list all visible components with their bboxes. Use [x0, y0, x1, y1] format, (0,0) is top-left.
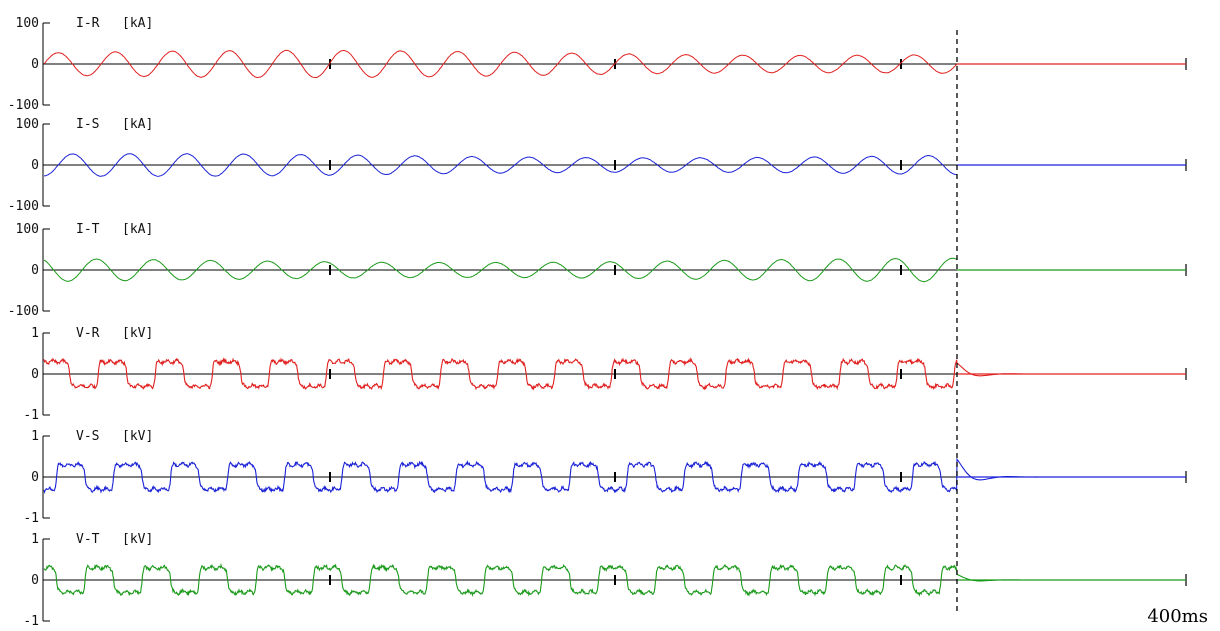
channel-unit-label: [kA]: [122, 222, 153, 237]
channel-name-label: I-R: [76, 16, 100, 31]
y-tick-label: -100: [8, 98, 39, 113]
y-tick-label: 100: [16, 117, 39, 132]
panel-i-s: 100 0 -100 I-S [kA]: [8, 117, 1187, 214]
y-tick-label: -100: [8, 304, 39, 319]
channel-name-label: V-S: [76, 429, 99, 444]
time-axis-end-label: 400ms: [1147, 606, 1208, 627]
channel-unit-label: [kV]: [122, 429, 153, 444]
channel-name-label: V-T: [76, 532, 100, 547]
y-tick-label: 0: [31, 57, 39, 72]
waveform-v-s: [43, 457, 1040, 494]
channel-unit-label: [kV]: [122, 532, 153, 547]
panel-i-t: 100 0 -100 I-T [kA]: [8, 222, 1187, 319]
channel-unit-label: [kV]: [122, 326, 153, 341]
y-tick-label: 0: [31, 470, 39, 485]
waveform-i-r: [43, 49, 958, 79]
y-tick-label: 100: [16, 222, 39, 237]
y-tick-label: -1: [23, 408, 39, 423]
panel-v-r: 1 0 -1 V-R [kV]: [23, 326, 1187, 423]
panel-i-r: 100 0 -100 I-R [kA]: [8, 16, 1187, 113]
y-tick-label: 1: [31, 429, 39, 444]
y-tick-label: 0: [31, 263, 39, 278]
y-tick-label: 0: [31, 573, 39, 588]
y-tick-label: 1: [31, 326, 39, 341]
y-tick-label: 100: [16, 16, 39, 31]
channel-unit-label: [kA]: [122, 16, 153, 31]
y-tick-label: 1: [31, 532, 39, 547]
panel-v-s: 1 0 -1 V-S [kV]: [23, 429, 1187, 526]
waveform-v-t: [43, 562, 1040, 597]
channel-name-label: V-R: [76, 326, 100, 341]
waveform-i-t: [43, 257, 958, 283]
y-tick-label: -1: [23, 511, 39, 526]
panel-v-t: 1 0 -1 V-T [kV]: [23, 532, 1187, 629]
waveform-i-s: [43, 153, 958, 177]
channel-name-label: I-T: [76, 222, 100, 237]
y-tick-label: -1: [23, 614, 39, 629]
waveform-v-r: [43, 356, 1040, 391]
channel-name-label: I-S: [76, 117, 99, 132]
y-tick-label: -100: [8, 199, 39, 214]
y-tick-label: 0: [31, 158, 39, 173]
channel-unit-label: [kA]: [122, 117, 153, 132]
y-tick-label: 0: [31, 367, 39, 382]
